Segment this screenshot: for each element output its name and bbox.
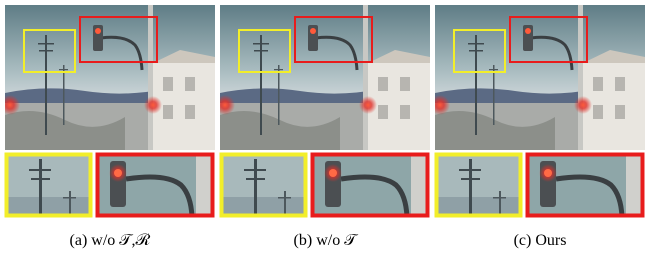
caption: (c) Ours: [514, 232, 567, 249]
panel-c: [430, 5, 645, 217]
panel-b: [215, 5, 430, 217]
caption: (b) w/o 𝒯: [294, 232, 360, 249]
crop-yellow: [435, 153, 522, 217]
image: [430, 5, 645, 150]
image: [0, 5, 215, 150]
image: [215, 5, 430, 150]
crop-yellow: [220, 153, 307, 217]
crop-yellow: [5, 153, 92, 217]
crop-red: [96, 153, 214, 217]
caption: (a) w/o 𝒯,ℛ: [70, 232, 151, 249]
crop-red: [311, 153, 429, 217]
panel-a: [0, 5, 215, 217]
crop-red: [526, 153, 644, 217]
figure: (a) w/o 𝒯,ℛ (b) w/o 𝒯 (c) Ours: [0, 0, 647, 254]
